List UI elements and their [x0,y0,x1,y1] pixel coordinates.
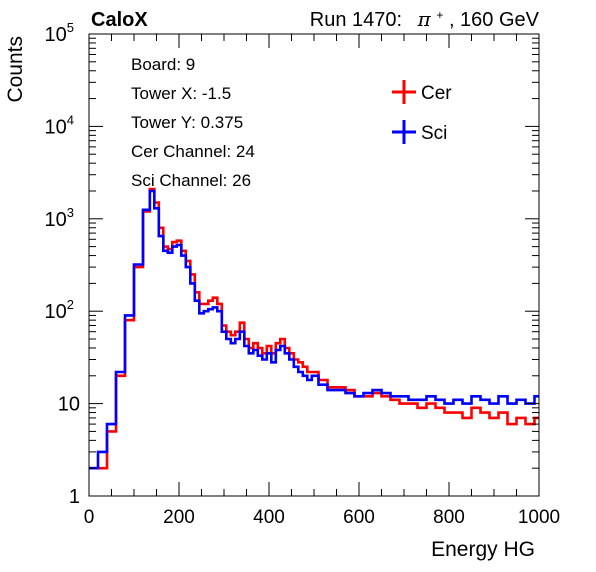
x-axis: 0 200 400 600 800 1000 [84,34,560,528]
run-info-label: Run 1470: π + , 160 GeV [310,2,540,31]
x-tick-label: 0 [84,507,95,528]
legend-entry-cer: Cer [392,80,452,104]
brand-label: CaloX [91,9,148,31]
x-axis-title: Energy HG [431,538,535,561]
beam-particle: π [417,7,432,31]
y-axis-title: Counts [4,36,27,103]
info-line-sci-channel: Sci Channel: 26 [131,171,251,190]
legend-label: Sci [421,123,447,144]
beam-charge: + [436,8,443,22]
y-tick-label: 10 [58,394,80,416]
legend: Cer Sci [392,80,452,144]
y-tick-label: 104 [45,112,74,138]
info-line-board: Board: 9 [131,55,195,74]
series-line-cer [89,187,539,470]
info-box: Board: 9 Tower X: -1.5 Tower Y: 0.375 Ce… [131,55,255,190]
x-tick-label: 600 [343,507,375,528]
x-tick-label: 400 [253,507,285,528]
series-layer [89,187,539,470]
y-tick-label: 103 [45,205,74,231]
beam-energy: , 160 GeV [449,9,540,31]
y-axis: 1 10 102 103 104 105 [45,20,539,508]
info-line-cer-channel: Cer Channel: 24 [131,142,255,161]
y-tick-label: 1 [69,486,80,508]
series-cer [89,187,539,470]
info-line-tower-y: Tower Y: 0.375 [131,113,243,132]
y-tick-label: 102 [45,297,74,323]
legend-entry-sci: Sci [392,120,447,144]
info-line-tower-x: Tower X: -1.5 [131,84,231,103]
x-tick-label: 1000 [518,507,560,528]
x-tick-label: 800 [433,507,465,528]
y-tick-label: 105 [45,20,74,46]
series-sci [89,189,539,470]
series-line-sci [89,189,539,470]
run-text: Run 1470: [310,9,402,31]
x-tick-label: 200 [163,507,195,528]
legend-label: Cer [421,83,452,104]
